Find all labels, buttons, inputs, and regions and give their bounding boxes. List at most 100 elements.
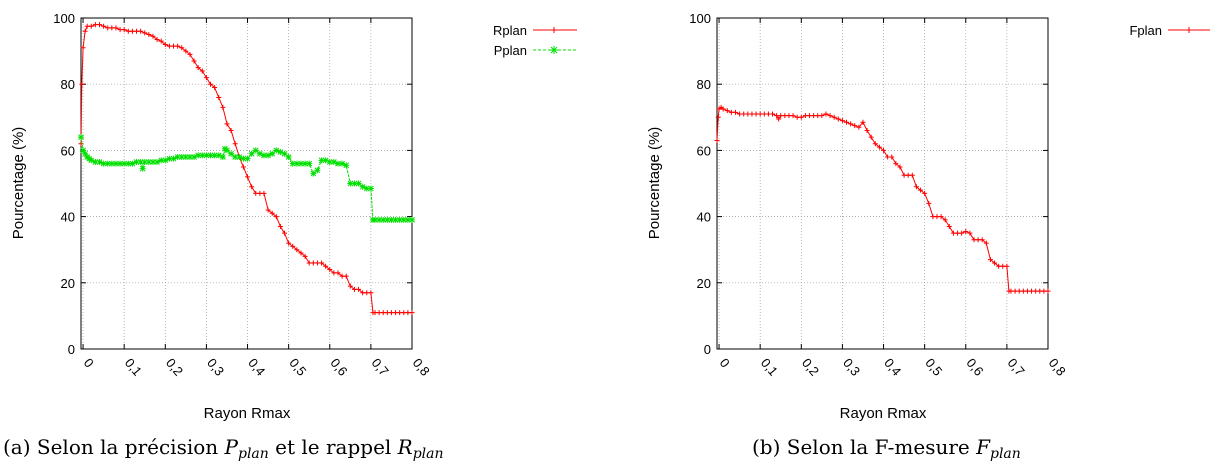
data-point-pplan	[141, 158, 148, 165]
chart-a-xtick-label: 0	[81, 355, 97, 370]
data-point-pplan	[117, 160, 124, 167]
data-point-pplan	[252, 147, 259, 154]
data-point-rplan	[286, 240, 292, 246]
chart-a-ytick-label: 20	[61, 276, 75, 291]
legend-marker-rplan	[551, 27, 557, 33]
data-point-rplan	[356, 286, 362, 292]
data-point-rplan	[327, 267, 333, 273]
data-point-pplan	[96, 158, 103, 165]
data-point-pplan	[186, 154, 193, 161]
data-point-pplan	[351, 180, 358, 187]
data-point-fplan	[942, 217, 948, 223]
data-point-rplan	[319, 260, 325, 266]
chart-a: 0 20 40 60 80 100 0 0,1 0,2 0,3 0,4 0,5 0,6 0,7 0,8 Po…	[3, 11, 577, 462]
data-point-pplan	[396, 216, 403, 223]
data-point-fplan	[860, 119, 866, 125]
series-line-rplan	[80, 24, 412, 314]
data-point-rplan	[265, 207, 271, 213]
data-point-fplan	[963, 228, 969, 234]
data-point-rplan	[150, 33, 156, 39]
data-point-rplan	[335, 270, 341, 276]
data-point-pplan	[149, 158, 156, 165]
data-point-pplan	[376, 216, 383, 223]
data-point-pplan	[100, 160, 107, 167]
data-point-rplan	[290, 243, 296, 249]
data-point-rplan	[224, 121, 230, 127]
data-point-fplan	[819, 113, 825, 119]
data-point-rplan	[175, 43, 181, 49]
data-point-fplan	[868, 134, 874, 140]
data-point-pplan	[92, 158, 99, 165]
data-point-fplan	[790, 113, 796, 119]
data-point-pplan	[285, 154, 292, 161]
data-point-rplan	[191, 58, 197, 64]
chart-b-xtick-label: 0,4	[881, 355, 904, 378]
data-point-rplan	[228, 128, 234, 134]
data-point-pplan	[112, 160, 119, 167]
data-point-pplan	[367, 185, 374, 192]
data-point-rplan	[183, 48, 189, 54]
data-point-pplan	[108, 160, 115, 167]
data-point-fplan	[983, 240, 989, 246]
data-point-pplan	[404, 216, 411, 223]
data-point-fplan	[720, 106, 726, 112]
data-point-pplan	[289, 160, 296, 167]
data-point-fplan	[946, 224, 952, 230]
data-point-pplan	[170, 155, 177, 162]
data-point-pplan	[277, 149, 284, 156]
data-point-fplan	[848, 121, 854, 127]
legend-marker-pplan	[550, 46, 558, 54]
chart-b-xtick-label: 0,8	[1046, 355, 1069, 378]
data-point-pplan	[174, 154, 181, 161]
data-point-pplan	[158, 157, 165, 164]
data-point-fplan	[724, 108, 730, 114]
chart-b-ytick-label: 60	[697, 143, 711, 158]
data-point-rplan	[277, 224, 283, 230]
data-point-pplan	[139, 165, 146, 172]
legend-label-fplan: Fplan	[1129, 23, 1162, 38]
chart-b-ytick-label: 100	[689, 11, 711, 26]
data-point-pplan	[125, 160, 132, 167]
data-point-pplan	[82, 150, 89, 157]
data-point-rplan	[146, 32, 152, 38]
data-point-pplan	[248, 150, 255, 157]
data-point-pplan	[244, 155, 251, 162]
data-point-pplan	[182, 154, 189, 161]
data-point-pplan	[256, 150, 263, 157]
data-point-rplan	[82, 28, 88, 34]
data-point-pplan	[240, 155, 247, 162]
data-point-rplan	[154, 37, 160, 43]
data-point-pplan	[133, 158, 140, 165]
data-point-rplan	[88, 23, 94, 29]
data-point-pplan	[306, 160, 313, 167]
data-point-pplan	[236, 154, 243, 161]
data-point-pplan	[88, 157, 95, 164]
chart-b-xtick-label: 0,1	[758, 355, 781, 378]
data-point-pplan	[104, 160, 111, 167]
chart-a-xtick-label: 0,6	[327, 355, 350, 378]
chart-b-ytick-label: 20	[697, 276, 711, 291]
data-point-fplan	[770, 111, 776, 117]
legend-label-pplan: Pplan	[494, 43, 527, 58]
data-point-rplan	[78, 141, 84, 147]
data-point-rplan	[232, 141, 238, 147]
data-point-pplan	[273, 147, 280, 154]
data-point-pplan	[380, 216, 387, 223]
chart-a-xlabel: Rayon Rmax	[204, 405, 291, 422]
data-point-fplan	[992, 260, 998, 266]
chart-a-ytick-label: 80	[61, 77, 75, 92]
data-point-rplan	[240, 164, 246, 170]
data-point-fplan	[959, 230, 965, 236]
chart-b-xtick-label: 0,6	[963, 355, 986, 378]
data-point-fplan	[852, 123, 858, 129]
chart-b-caption: (b) Selon la F-mesure Fplan	[752, 435, 1021, 462]
data-point-pplan	[310, 170, 317, 177]
data-point-fplan	[876, 144, 882, 150]
data-point-fplan	[839, 118, 845, 124]
chart-a-ytick-label: 0	[68, 342, 75, 357]
data-point-fplan	[776, 116, 782, 122]
data-point-pplan	[293, 160, 300, 167]
data-point-fplan	[1004, 263, 1010, 269]
data-point-rplan	[269, 210, 275, 216]
data-point-fplan	[987, 257, 993, 263]
